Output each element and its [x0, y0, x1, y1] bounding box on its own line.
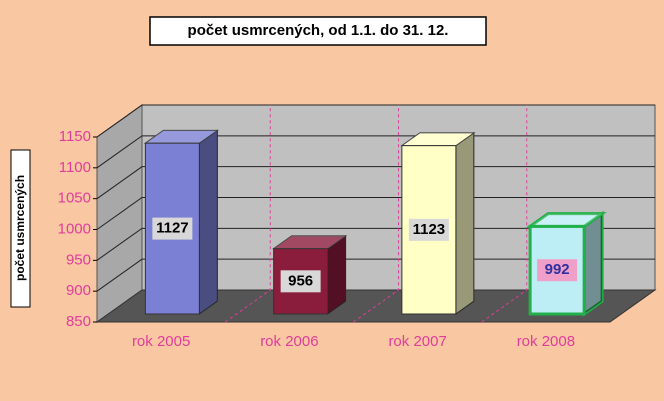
title-box	[149, 16, 487, 46]
y-tick-label: 950	[66, 251, 91, 268]
data-label: 1127	[156, 220, 189, 237]
grid-line	[96, 135, 655, 169]
bar-shade	[455, 132, 474, 314]
y-tick-label: 900	[66, 282, 91, 299]
divider	[353, 105, 399, 323]
y-tick-label: 1100	[59, 159, 91, 176]
grid-line	[96, 197, 655, 230]
y-label-box	[10, 149, 31, 308]
data-label-box	[152, 217, 193, 240]
y-tick-label: 850	[66, 313, 91, 330]
grid-line	[96, 227, 655, 261]
bar-shade	[327, 235, 346, 314]
y-axis-label: počet usmrcených	[13, 175, 27, 281]
bar-top-shade	[401, 132, 474, 146]
bar-top-shade	[273, 235, 346, 249]
data-label-box	[280, 270, 321, 293]
bar-top-shade	[530, 213, 603, 227]
data-label-box	[408, 218, 449, 241]
x-tick-label: rok 2005	[132, 333, 190, 350]
x-tick-label: rok 2008	[517, 333, 575, 350]
y-tick-label: 1000	[58, 220, 91, 237]
divider	[224, 105, 271, 323]
data-label: 1123	[413, 221, 446, 238]
data-label: 956	[288, 272, 313, 289]
data-label-box	[537, 259, 578, 282]
y-tick-label: 1050	[58, 190, 91, 207]
grid-line	[96, 166, 655, 200]
divider	[481, 105, 528, 323]
grid-line	[96, 258, 655, 292]
x-tick-label: rok 2006	[260, 333, 318, 350]
x-tick-label: rok 2007	[388, 333, 446, 350]
bar-top-shade	[145, 130, 218, 144]
grid-line	[96, 104, 655, 138]
bar-shade	[584, 213, 603, 314]
y-tick-label: 1150	[59, 128, 91, 145]
data-label: 992	[545, 261, 570, 278]
bar-shade	[199, 130, 218, 314]
chart-title: počet usmrcených, od 1.1. do 31. 12.	[188, 22, 449, 39]
